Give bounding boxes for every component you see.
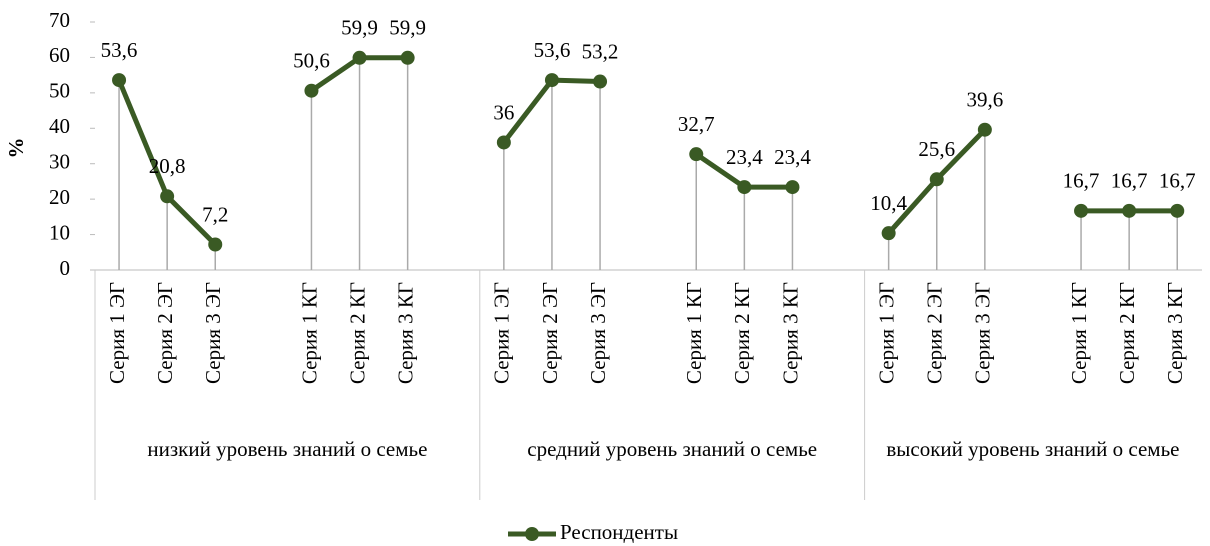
y-tick-label: 60 (49, 43, 70, 67)
marker (400, 50, 415, 65)
marker (929, 172, 944, 187)
y-tick-label: 40 (49, 114, 70, 138)
marker (208, 237, 223, 252)
x-tick-label: Серия 2 КГ (1115, 282, 1139, 384)
data-label: 59,9 (389, 16, 426, 40)
data-label: 53,6 (101, 38, 138, 62)
x-tick-label: Серия 2 ЭГ (538, 282, 562, 384)
x-tick-label: Серия 3 ЭГ (971, 282, 995, 384)
data-label: 7,2 (202, 202, 228, 226)
y-tick-label: 0 (60, 256, 71, 280)
x-tick-label: Серия 2 КГ (730, 282, 754, 384)
marker (112, 73, 127, 88)
marker (593, 74, 608, 89)
data-label: 59,9 (341, 16, 378, 40)
x-tick-label: Серия 3 КГ (1163, 282, 1187, 384)
marker (1170, 203, 1185, 218)
x-tick-label: Серия 3 ЭГ (586, 282, 610, 384)
data-label: 16,7 (1159, 169, 1196, 193)
x-tick-label: Серия 1 КГ (1067, 282, 1091, 384)
y-tick-label: 30 (49, 150, 70, 174)
marker (785, 180, 800, 195)
marker (689, 147, 704, 162)
x-tick-label: Серия 1 КГ (682, 282, 706, 384)
x-tick-label: Серия 1 КГ (297, 282, 321, 384)
y-tick-label: 70 (49, 8, 70, 32)
group-label-box: средний уровень знаний о семье (527, 437, 818, 461)
x-tick-label: Серия 2 КГ (345, 282, 369, 384)
data-label: 32,7 (678, 112, 715, 136)
data-label: 50,6 (293, 49, 330, 73)
data-label: 10,4 (870, 191, 907, 215)
x-tick-label: Серия 1 ЭГ (874, 282, 898, 384)
data-label: 16,7 (1111, 169, 1148, 193)
data-label: 20,8 (149, 154, 186, 178)
y-axis-label: % (4, 138, 28, 159)
data-label: 23,4 (726, 145, 763, 169)
x-tick-label: Серия 2 ЭГ (923, 282, 947, 384)
y-tick-label: 50 (49, 79, 70, 103)
legend-marker (525, 527, 539, 541)
x-tick-label: Серия 3 КГ (393, 282, 417, 384)
marker (1122, 203, 1137, 218)
x-tick-label: Серия 3 ЭГ (201, 282, 225, 384)
data-label: 36 (493, 100, 514, 124)
marker (352, 50, 367, 65)
marker (881, 226, 896, 241)
marker (1074, 203, 1089, 218)
marker (496, 135, 511, 150)
data-label: 25,6 (918, 137, 955, 161)
group-label-box: высокий уровень знаний о семье (886, 437, 1180, 461)
marker (544, 73, 559, 88)
group-label: высокий уровень знаний о семье (886, 437, 1180, 461)
legend-label: Респонденты (560, 520, 678, 544)
data-label: 53,6 (534, 38, 571, 62)
group-label-box: низкий уровень знаний о семье (147, 437, 428, 461)
marker (977, 122, 992, 137)
data-label: 53,2 (582, 39, 619, 63)
marker (737, 180, 752, 195)
marker (304, 83, 319, 98)
data-label: 23,4 (774, 145, 811, 169)
group-label: низкий уровень знаний о семье (147, 437, 428, 461)
x-tick-label: Серия 1 ЭГ (490, 282, 514, 384)
group-label: средний уровень знаний о семье (527, 437, 818, 461)
y-tick-label: 10 (49, 220, 70, 244)
marker (160, 189, 175, 204)
data-label: 16,7 (1063, 169, 1100, 193)
x-tick-label: Серия 3 КГ (778, 282, 802, 384)
x-tick-label: Серия 1 ЭГ (105, 282, 129, 384)
data-label: 39,6 (966, 88, 1003, 112)
y-tick-label: 20 (49, 185, 70, 209)
x-tick-label: Серия 2 ЭГ (153, 282, 177, 384)
